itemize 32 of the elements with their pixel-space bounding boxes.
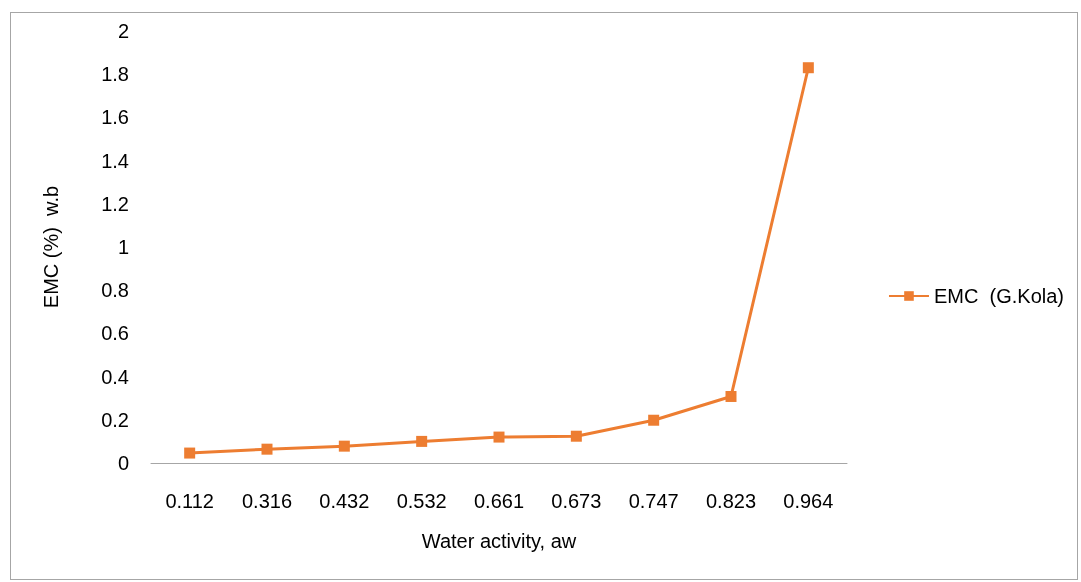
y-tick-label: 0.8 [101,279,129,302]
x-tick-label: 0.112 [165,490,214,512]
point [416,435,428,447]
y-tick-label: 1.8 [101,63,129,86]
x-tick-label: 0.823 [705,490,757,512]
point [261,443,273,455]
point [570,430,582,442]
y-tick-label: 0.2 [101,408,129,431]
x-axis-title: Water activity, aw [421,530,577,552]
y-tick-label: 1.4 [101,149,129,172]
y-tick-label: 0.4 [101,365,129,388]
point [493,431,505,443]
x-tick-label: 0.532 [396,490,447,512]
point [338,440,350,452]
y-tick-label: 1.6 [101,106,129,129]
y-tick-label: 1 [117,236,129,258]
point [725,390,737,402]
x-tick-label: 0.316 [241,490,293,512]
x-tick-label: 0.432 [319,490,370,512]
x-tick-label: 0.747 [628,490,679,512]
y-tick-label: 1.2 [101,192,129,215]
y-tick-label: 2 [117,20,129,42]
x-tick-label: 0.661 [473,490,525,512]
point [184,447,196,459]
y-tick-label: 0.6 [101,322,129,345]
legend-label: EMC (G.Kola) [933,285,1065,307]
point [648,414,660,426]
x-tick-label: 0.673 [551,490,602,512]
point [802,62,814,74]
y-axis-title: EMC (%) w.b [40,185,62,309]
x-tick-label: 0.964 [783,490,834,512]
y-tick-label: 0 [117,452,129,474]
